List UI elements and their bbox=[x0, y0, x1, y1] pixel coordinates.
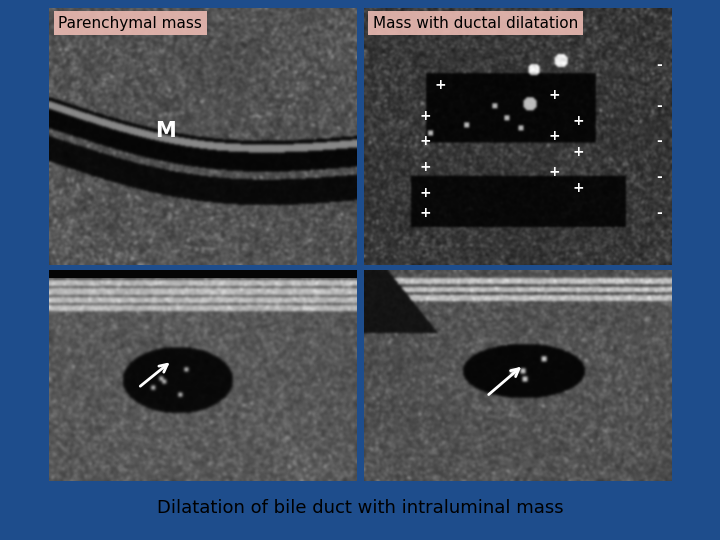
Text: -: - bbox=[656, 171, 662, 184]
Text: +: + bbox=[419, 134, 431, 149]
Text: +: + bbox=[419, 186, 431, 200]
Text: +: + bbox=[573, 145, 585, 159]
Text: M: M bbox=[156, 121, 176, 141]
Text: +: + bbox=[573, 114, 585, 128]
Text: +: + bbox=[549, 165, 560, 179]
Text: -: - bbox=[656, 134, 662, 149]
Text: +: + bbox=[419, 109, 431, 123]
Text: Parenchymal mass: Parenchymal mass bbox=[58, 16, 202, 31]
Text: +: + bbox=[573, 181, 585, 194]
Text: +: + bbox=[549, 89, 560, 102]
Text: +: + bbox=[419, 160, 431, 174]
Text: Mass with ductal dilatation: Mass with ductal dilatation bbox=[373, 16, 578, 31]
Text: -: - bbox=[656, 99, 662, 112]
Text: -: - bbox=[656, 206, 662, 220]
Text: +: + bbox=[435, 78, 446, 92]
Text: +: + bbox=[419, 206, 431, 220]
Text: +: + bbox=[549, 130, 560, 143]
Text: -: - bbox=[656, 58, 662, 71]
Text: Dilatation of bile duct with intraluminal mass: Dilatation of bile duct with intralumina… bbox=[157, 498, 563, 517]
